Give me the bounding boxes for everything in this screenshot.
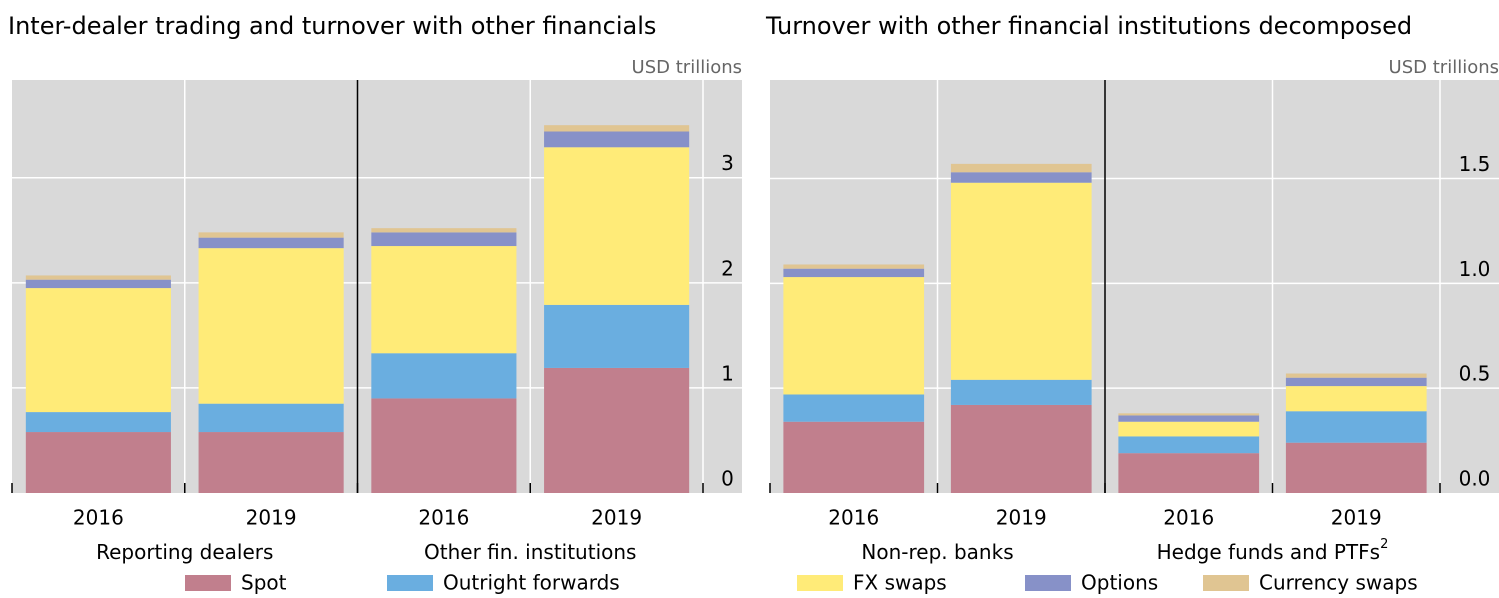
bar-segment (25, 279, 171, 289)
bar-segment (1285, 377, 1427, 387)
y-tick-label: 0 (721, 467, 734, 491)
legend-swatch (797, 575, 843, 591)
y-tick-label: 1 (721, 361, 734, 385)
legend-swatch (185, 575, 231, 591)
bar-segment (371, 232, 517, 247)
group-label-text: Hedge funds and PTFs (1157, 540, 1380, 564)
bar-segment (783, 421, 925, 493)
y-tick-label: 1.0 (1459, 257, 1491, 281)
group-label-text: Other fin. institutions (424, 540, 636, 564)
y-tick-label: 1.5 (1459, 152, 1491, 176)
legend-label: FX swaps (853, 571, 947, 595)
y-tick-label: 2 (721, 256, 734, 280)
bar-segment (950, 172, 1092, 183)
bar-segment (950, 163, 1092, 173)
bar-segment (198, 248, 344, 404)
bar-segment (371, 398, 517, 493)
bar-segment (371, 228, 517, 233)
bar-segment (783, 268, 925, 278)
group-label-text: Non-rep. banks (861, 540, 1013, 564)
legend-swatch (1025, 575, 1071, 591)
footnote-mark: 2 (1380, 537, 1388, 552)
legend-swatch (1203, 575, 1249, 591)
x-tick-label: 2016 (1163, 506, 1214, 530)
bar-segment (783, 394, 925, 422)
bar-segment (1285, 411, 1427, 443)
y-tick-label: 0.0 (1459, 467, 1491, 491)
chart-title: Turnover with other financial institutio… (765, 12, 1412, 40)
bar-segment (783, 277, 925, 395)
bar-segment (544, 304, 690, 368)
group-label: Hedge funds and PTFs2 (1157, 537, 1389, 564)
group-label: Non-rep. banks (861, 540, 1013, 564)
bar-segment (1285, 373, 1427, 378)
bar-segment (1285, 386, 1427, 412)
bar-segment (198, 403, 344, 433)
x-tick-label: 2016 (828, 506, 879, 530)
bar-segment (25, 275, 171, 280)
group-label: Other fin. institutions (424, 540, 636, 564)
y-axis-label: USD trillions (1389, 57, 1499, 78)
x-tick-label: 2019 (246, 506, 297, 530)
y-tick-label: 3 (721, 151, 734, 175)
bar-segment (544, 125, 690, 132)
group-label-text: Reporting dealers (96, 540, 273, 564)
legend-label: Spot (241, 571, 287, 595)
x-tick-label: 2019 (1331, 506, 1382, 530)
bar-segment (1118, 453, 1260, 493)
x-tick-label: 2019 (591, 506, 642, 530)
bar-segment (783, 264, 925, 269)
chart-title: Inter-dealer trading and turnover with o… (8, 12, 656, 40)
bar-segment (544, 147, 690, 305)
bar-segment (198, 237, 344, 249)
bar-segment (1118, 421, 1260, 437)
legend-swatch (387, 575, 433, 591)
bar-segment (371, 246, 517, 354)
y-tick-label: 0.5 (1459, 362, 1491, 386)
bar-segment (950, 404, 1092, 493)
bar-segment (1118, 413, 1260, 416)
y-axis-label: USD trillions (632, 57, 742, 78)
bar-segment (1118, 436, 1260, 454)
bar-segment (950, 379, 1092, 405)
legend-label: Outright forwards (443, 571, 620, 595)
bar-segment (1285, 442, 1427, 493)
bar-segment (25, 288, 171, 413)
bar-segment (544, 367, 690, 493)
legend-label: Options (1081, 571, 1158, 595)
group-label: Reporting dealers (96, 540, 273, 564)
bar-segment (25, 432, 171, 493)
bar-segment (1118, 415, 1260, 422)
legend-label: Currency swaps (1259, 571, 1418, 595)
bar-segment (198, 432, 344, 493)
bar-segment (25, 412, 171, 433)
x-tick-label: 2016 (73, 506, 124, 530)
bar-segment (198, 232, 344, 238)
bar-segment (371, 353, 517, 399)
bar-segment (950, 182, 1092, 380)
x-tick-label: 2016 (418, 506, 469, 530)
bar-segment (544, 131, 690, 148)
x-tick-label: 2019 (996, 506, 1047, 530)
